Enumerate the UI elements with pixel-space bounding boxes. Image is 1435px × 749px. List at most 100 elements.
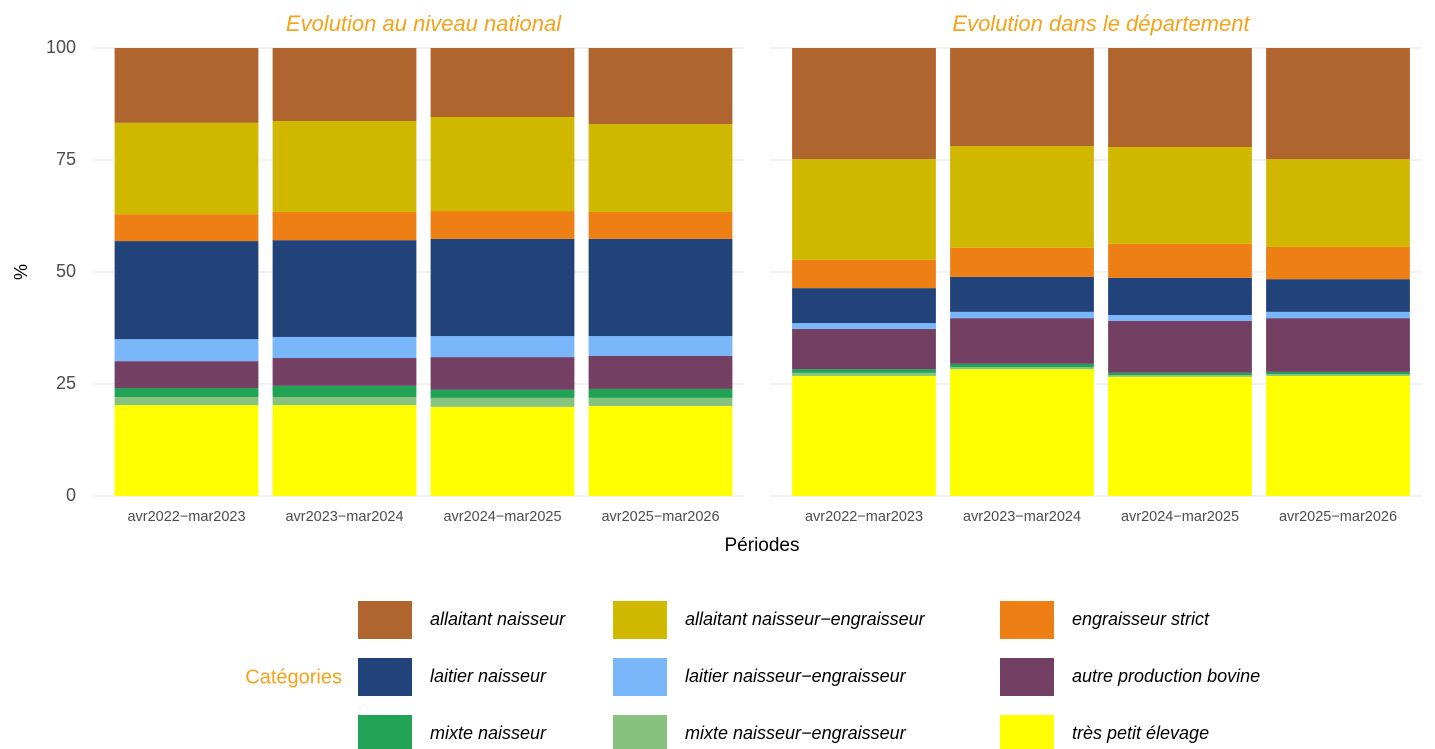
y-axis-label: % xyxy=(11,264,31,280)
bar-segment xyxy=(114,405,259,496)
panel-title: Evolution dans le département xyxy=(952,11,1250,36)
legend-label: laitier naisseur xyxy=(430,666,547,686)
x-tick-label: avr2023−mar2024 xyxy=(285,509,403,525)
bar-segment xyxy=(114,214,259,242)
bar-segment xyxy=(272,48,417,122)
bar-segment xyxy=(430,397,575,407)
bar-segment xyxy=(950,247,1094,277)
y-tick-label: 50 xyxy=(56,261,76,281)
bar-segment xyxy=(1108,320,1252,373)
bar-segment xyxy=(272,396,417,406)
bar-segment xyxy=(114,241,259,340)
bar-segment xyxy=(950,363,1094,367)
bar-segment xyxy=(430,406,575,496)
legend-swatch xyxy=(613,601,667,639)
y-tick-label: 100 xyxy=(46,37,76,57)
bar-segment xyxy=(792,259,936,289)
y-tick-label: 75 xyxy=(56,149,76,169)
legend-swatch xyxy=(613,658,667,696)
bar-segment xyxy=(950,318,1094,364)
bar-segment xyxy=(1108,376,1252,496)
bar-segment xyxy=(1266,279,1410,312)
bar-segment xyxy=(950,311,1094,319)
bar-segment xyxy=(950,366,1094,370)
x-tick-label: avr2022−mar2023 xyxy=(127,509,245,525)
bar-segment xyxy=(588,336,733,356)
bar-segment xyxy=(1108,48,1252,148)
bar-segment xyxy=(588,124,733,212)
legend-swatch xyxy=(1000,658,1054,696)
bar-segment xyxy=(430,116,575,212)
bar-segment xyxy=(1108,375,1252,377)
bar-segment xyxy=(792,159,936,260)
y-tick-label: 25 xyxy=(56,373,76,393)
legend-swatch xyxy=(613,715,667,749)
bar-segment xyxy=(792,328,936,370)
bar-segment xyxy=(272,240,417,337)
bar-segment xyxy=(1108,315,1252,321)
legend-swatch xyxy=(1000,715,1054,749)
legend-swatch xyxy=(358,658,412,696)
bar-segment xyxy=(588,355,733,389)
bar-segment xyxy=(114,396,259,406)
y-tick-label: 0 xyxy=(66,485,76,505)
bar-segment xyxy=(1266,246,1410,280)
bar-segment xyxy=(272,358,417,386)
bar-segment xyxy=(1108,277,1252,316)
bar-segment xyxy=(272,121,417,212)
bar-segment xyxy=(588,211,733,239)
bar-segment xyxy=(1266,311,1410,319)
panel-title: Evolution au niveau national xyxy=(286,11,562,36)
x-tick-label: avr2023−mar2024 xyxy=(963,509,1081,525)
bar-segment xyxy=(1266,375,1410,496)
bar-segment xyxy=(792,372,936,376)
legend-label: allaitant naisseur xyxy=(430,609,566,629)
bar-segment xyxy=(950,48,1094,147)
legend-label: mixte naisseur−engraisseur xyxy=(685,723,907,743)
legend-label: très petit élevage xyxy=(1072,723,1209,743)
x-tick-label: avr2022−mar2023 xyxy=(805,509,923,525)
x-tick-label: avr2024−mar2025 xyxy=(1121,509,1239,525)
legend-swatch xyxy=(358,601,412,639)
x-tick-label: avr2025−mar2026 xyxy=(1279,509,1397,525)
legend-title: Catégories xyxy=(245,666,342,688)
bar-segment xyxy=(1108,243,1252,278)
bar-segment xyxy=(588,397,733,406)
bar-segment xyxy=(1266,374,1410,376)
bar-segment xyxy=(588,388,733,398)
bar-segment xyxy=(1266,371,1410,375)
bar-segment xyxy=(588,405,733,496)
bar-segment xyxy=(114,48,259,123)
bar-segment xyxy=(792,369,936,373)
legend-label: laitier naisseur−engraisseur xyxy=(685,666,907,686)
bar-segment xyxy=(430,336,575,358)
bar-segment xyxy=(114,339,259,362)
bar-segment xyxy=(114,388,259,397)
legend-label: autre production bovine xyxy=(1072,666,1260,686)
bar-segment xyxy=(950,369,1094,496)
bar-segment xyxy=(1266,159,1410,247)
bar-segment xyxy=(430,211,575,239)
bar-segment xyxy=(1108,372,1252,376)
bar-segment xyxy=(1266,318,1410,372)
legend-swatch xyxy=(358,715,412,749)
bar-segment xyxy=(588,48,733,125)
legend-label: allaitant naisseur−engraisseur xyxy=(685,609,926,629)
legend-swatch xyxy=(1000,601,1054,639)
bar-segment xyxy=(114,361,259,389)
bar-segment xyxy=(792,48,936,160)
bar-segment xyxy=(792,375,936,496)
bar-segment xyxy=(114,122,259,215)
bar-segment xyxy=(272,405,417,496)
bar-segment xyxy=(792,323,936,329)
bar-segment xyxy=(430,357,575,390)
bar-segment xyxy=(430,238,575,337)
bar-segment xyxy=(792,288,936,324)
bar-segment xyxy=(430,389,575,398)
legend-label: engraisseur strict xyxy=(1072,609,1210,629)
bar-segment xyxy=(272,336,417,359)
x-tick-label: avr2024−mar2025 xyxy=(443,509,561,525)
x-tick-label: avr2025−mar2026 xyxy=(601,509,719,525)
bar-segment xyxy=(950,146,1094,248)
